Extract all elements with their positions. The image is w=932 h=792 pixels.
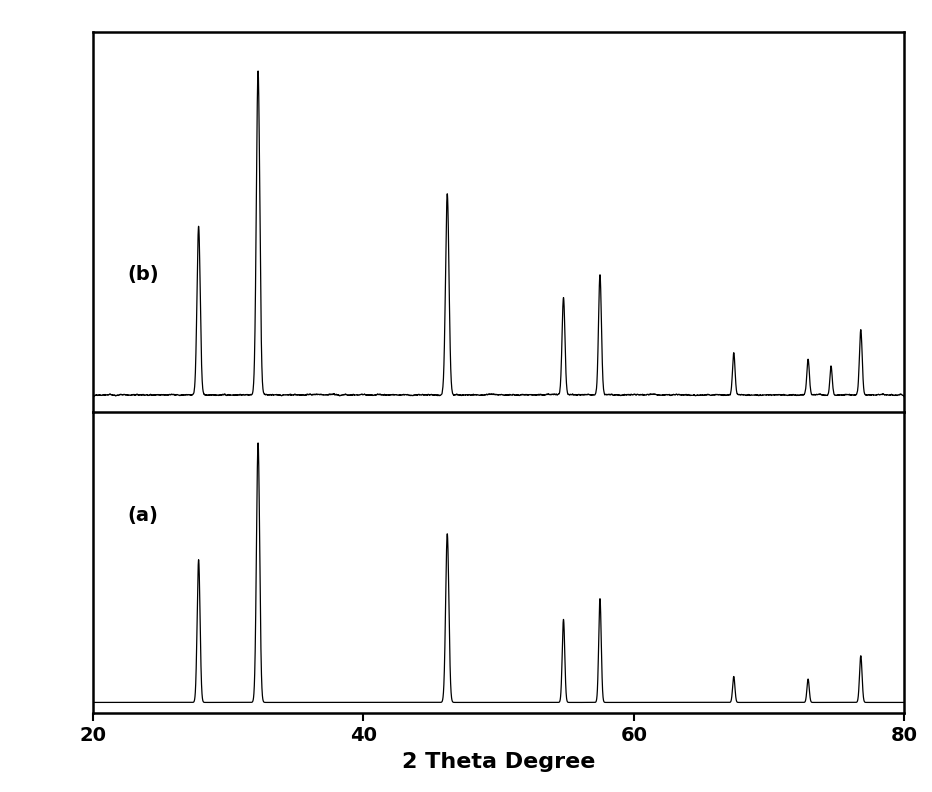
Text: (b): (b) [127,265,158,284]
Text: (a): (a) [127,506,158,525]
Text: 2 Theta Degree: 2 Theta Degree [402,752,596,772]
